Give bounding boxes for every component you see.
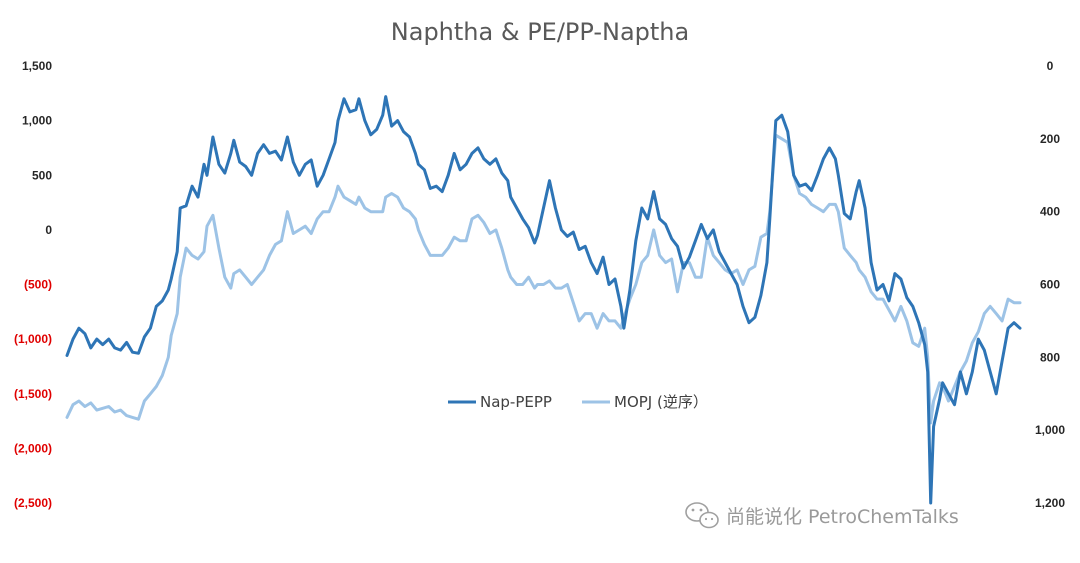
chart-title: Naphtha & PE/PP-Naptha — [391, 18, 689, 46]
legend-label-mopj: MOPJ (逆序） — [614, 393, 708, 411]
right-tick-label: 400 — [1040, 205, 1060, 219]
left-tick-label: (2,500) — [14, 496, 52, 510]
left-tick-label: (1,000) — [14, 332, 52, 346]
legend-label-nap-pepp: Nap-PEPP — [480, 393, 552, 411]
left-tick-label: (1,500) — [14, 387, 52, 401]
left-tick-label: (2,000) — [14, 441, 52, 455]
legend: Nap-PEPP MOPJ (逆序） — [448, 393, 708, 411]
series-line-mopj — [65, 133, 1022, 425]
left-tick-label: 1,000 — [22, 114, 52, 128]
left-axis-ticks: 1,500 1,000 500 0 (500) (1,000) (1,500) (2,000)… — [14, 59, 52, 510]
series-line-nap-pepp — [65, 95, 1022, 505]
right-tick-label: 800 — [1040, 350, 1060, 364]
series-layer — [65, 95, 1022, 505]
watermark-text: 尚能说化 PetroChemTalks — [726, 506, 959, 528]
left-tick-label: (500) — [24, 278, 52, 292]
right-tick-label: 600 — [1040, 278, 1060, 292]
left-tick-label: 1,500 — [22, 59, 52, 73]
right-tick-label: 200 — [1040, 132, 1060, 146]
wechat-icon — [685, 502, 719, 529]
left-tick-label: 0 — [45, 223, 52, 237]
right-tick-label: 1,200 — [1035, 496, 1065, 510]
right-axis-ticks: 0 200 400 600 800 1,000 1,200 — [1035, 59, 1065, 510]
watermark: 尚能说化 PetroChemTalks — [685, 502, 959, 529]
right-tick-label: 1,000 — [1035, 423, 1065, 437]
right-tick-label: 0 — [1047, 59, 1054, 73]
left-tick-label: 500 — [32, 168, 52, 182]
